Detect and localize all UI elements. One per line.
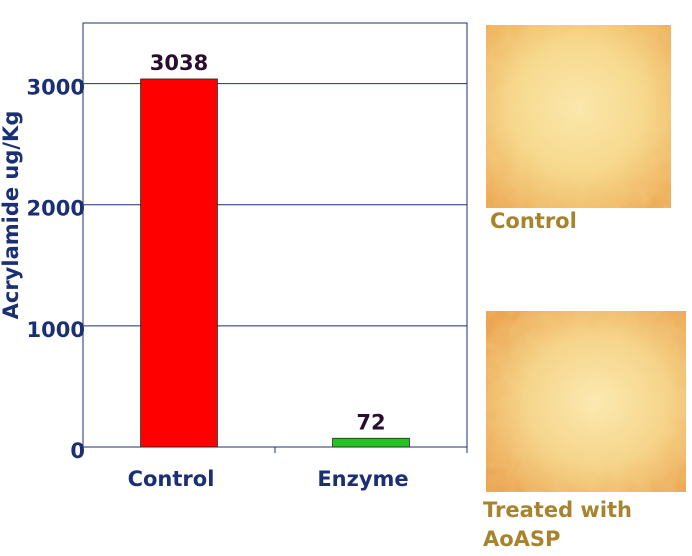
bar bbox=[140, 78, 218, 448]
y-axis-label: Acrylamide ug/Kg bbox=[0, 111, 23, 320]
y-tick-label: 1000 bbox=[27, 318, 85, 342]
photo-texture bbox=[486, 311, 686, 492]
x-tick-label: Control bbox=[128, 467, 215, 491]
value-label: 3038 bbox=[150, 51, 208, 75]
image-caption: Treated with bbox=[483, 498, 632, 522]
photo-texture bbox=[486, 25, 671, 208]
x-tick-label: Enzyme bbox=[317, 467, 408, 491]
y-tick-label: 3000 bbox=[27, 76, 85, 100]
y-tick-label: 0 bbox=[70, 439, 85, 463]
plot: 0 1000 2000 3000 Control 3038 Enzyme 72 bbox=[27, 22, 468, 491]
y-tick-label: 2000 bbox=[27, 197, 85, 221]
image-caption: Control bbox=[490, 209, 577, 233]
bar bbox=[332, 437, 410, 448]
value-label: 72 bbox=[356, 410, 385, 434]
image-caption: AoASP bbox=[483, 527, 560, 551]
